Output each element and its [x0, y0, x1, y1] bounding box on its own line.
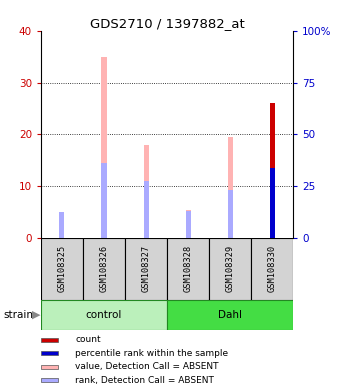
Bar — [41, 238, 83, 300]
Text: ▶: ▶ — [32, 310, 41, 320]
Bar — [228, 137, 233, 238]
Title: GDS2710 / 1397882_at: GDS2710 / 1397882_at — [90, 17, 244, 30]
Bar — [270, 103, 275, 238]
Bar — [59, 212, 64, 238]
Bar — [144, 181, 149, 238]
Text: value, Detection Call = ABSENT: value, Detection Call = ABSENT — [75, 362, 219, 371]
Text: control: control — [86, 310, 122, 320]
Text: GSM108330: GSM108330 — [268, 245, 277, 293]
Text: GSM108327: GSM108327 — [142, 245, 151, 293]
Bar — [167, 238, 209, 300]
Text: Dahl: Dahl — [218, 310, 242, 320]
Bar — [83, 238, 125, 300]
Bar — [41, 338, 58, 342]
Text: GSM108329: GSM108329 — [226, 245, 235, 293]
Text: GSM108326: GSM108326 — [100, 245, 108, 293]
Bar — [102, 163, 106, 238]
Text: GSM108325: GSM108325 — [57, 245, 66, 293]
Bar — [167, 300, 293, 330]
Bar — [251, 238, 293, 300]
Text: strain: strain — [3, 310, 33, 320]
Bar — [144, 145, 149, 238]
Text: count: count — [75, 335, 101, 344]
Text: percentile rank within the sample: percentile rank within the sample — [75, 349, 228, 358]
Bar — [41, 351, 58, 355]
Bar — [41, 300, 167, 330]
Text: GSM108328: GSM108328 — [183, 245, 193, 293]
Text: rank, Detection Call = ABSENT: rank, Detection Call = ABSENT — [75, 376, 214, 384]
Bar — [186, 210, 191, 238]
Bar — [209, 238, 251, 300]
Bar — [186, 210, 191, 238]
Bar — [59, 223, 64, 238]
Bar — [228, 190, 233, 238]
Bar — [270, 168, 275, 238]
Bar — [102, 56, 106, 238]
Bar — [41, 365, 58, 369]
Bar — [125, 238, 167, 300]
Bar — [41, 378, 58, 382]
